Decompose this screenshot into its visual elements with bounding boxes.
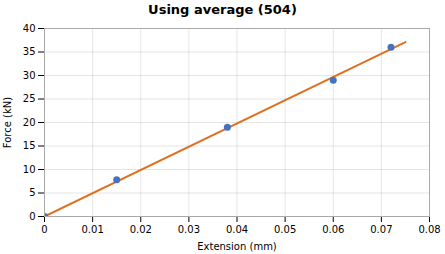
svg-text:0: 0 <box>29 211 35 222</box>
html-text:Using average (504): Using average (504) <box>148 2 297 17</box>
svg-text:Force (kN): Force (kN) <box>2 97 13 148</box>
svg-text:20: 20 <box>23 117 36 128</box>
svg-text:0.01: 0.01 <box>81 224 103 235</box>
svg-text:0.05: 0.05 <box>274 224 296 235</box>
svg-text:0.06: 0.06 <box>322 224 344 235</box>
svg-text:0.03: 0.03 <box>178 224 200 235</box>
svg-text:0.08: 0.08 <box>418 224 440 235</box>
svg-text:30: 30 <box>23 70 36 81</box>
svg-text:0.04: 0.04 <box>226 224 248 235</box>
svg-text:0.02: 0.02 <box>130 224 152 235</box>
svg-text:25: 25 <box>23 93 36 104</box>
svg-text:Extension (mm): Extension (mm) <box>197 241 277 252</box>
svg-text:40: 40 <box>23 23 36 34</box>
svg-text:0.07: 0.07 <box>370 224 392 235</box>
svg-text:0: 0 <box>41 224 47 235</box>
svg-text:5: 5 <box>29 187 35 198</box>
svg-text:35: 35 <box>23 46 36 57</box>
svg-text:10: 10 <box>23 164 36 175</box>
svg-text:15: 15 <box>23 140 36 151</box>
